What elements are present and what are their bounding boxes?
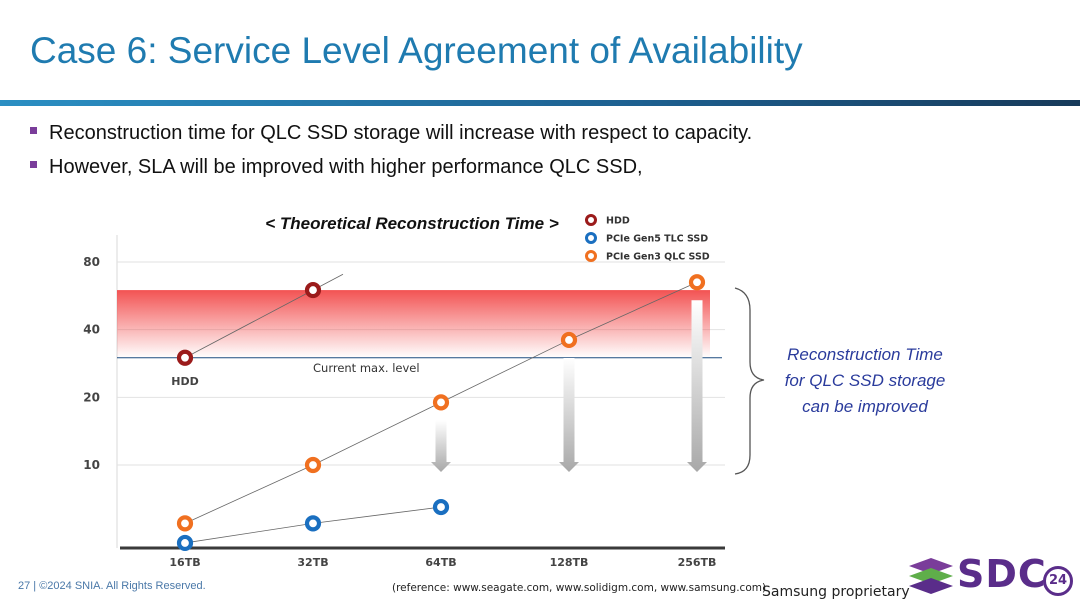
bullet-square-icon — [30, 127, 37, 135]
y-tick-label: 10 — [83, 458, 100, 472]
data-point — [560, 331, 578, 349]
data-point — [176, 515, 194, 532]
bullet-item: Reconstruction time for QLC SSD storage … — [30, 122, 752, 145]
x-tick-label: 256TB — [678, 556, 717, 569]
bullet-text: However, SLA will be improved with highe… — [49, 156, 643, 178]
legend-label: HDD — [606, 216, 630, 227]
data-point — [176, 534, 194, 552]
bullet-square-icon — [30, 161, 37, 169]
chart-title: < Theoretical Reconstruction Time > — [265, 214, 559, 233]
x-tick-label: 64TB — [425, 556, 456, 569]
data-point — [304, 281, 322, 299]
data-point — [176, 349, 194, 366]
slide-title: Case 6: Service Level Agreement of Avail… — [30, 30, 803, 71]
title-divider — [0, 100, 1080, 106]
legend-label: PCIe Gen5 TLC SSD — [606, 234, 708, 245]
hdd-point-label: HDD — [171, 375, 198, 388]
improvement-arrow — [431, 420, 451, 472]
current-max-level-label: Current max. level — [313, 361, 420, 375]
improvement-arrow — [559, 357, 579, 472]
sdc-logo: SDC 24 — [905, 552, 1075, 598]
layers-logo-icon — [909, 558, 953, 594]
y-tick-label: 40 — [83, 323, 100, 337]
x-tick-label: 16TB — [169, 556, 200, 569]
copyright-text: 27 | ©2024 SNIA. All Rights Reserved. — [18, 580, 206, 592]
bullet-item: However, SLA will be improved with highe… — [30, 156, 643, 179]
legend-marker — [585, 250, 597, 262]
proprietary-label: Samsung proprietary — [762, 584, 910, 600]
legend-label: PCIe Gen3 QLC SSD — [606, 252, 710, 263]
bullet-text: Reconstruction time for QLC SSD storage … — [49, 122, 753, 144]
data-point — [688, 274, 706, 291]
y-tick-label: 20 — [83, 390, 100, 404]
x-tick-label: 128TB — [550, 556, 589, 569]
y-tick-label: 80 — [83, 255, 100, 269]
sla-band — [117, 290, 710, 358]
legend-marker — [585, 214, 597, 226]
data-point — [304, 515, 322, 532]
data-point — [432, 394, 450, 411]
logo-wordmark: SDC — [957, 552, 1047, 596]
data-point — [432, 498, 450, 516]
annotation-brace — [734, 287, 765, 475]
logo-badge: 24 — [1043, 566, 1073, 596]
data-point — [304, 456, 322, 474]
improvement-arrow — [687, 300, 707, 472]
x-tick-label: 32TB — [297, 556, 328, 569]
legend-marker — [585, 232, 597, 244]
annotation-text: Reconstruction Time for QLC SSD storage … — [784, 345, 946, 416]
reference-note: (reference: www.seagate.com, www.solidig… — [392, 582, 767, 594]
